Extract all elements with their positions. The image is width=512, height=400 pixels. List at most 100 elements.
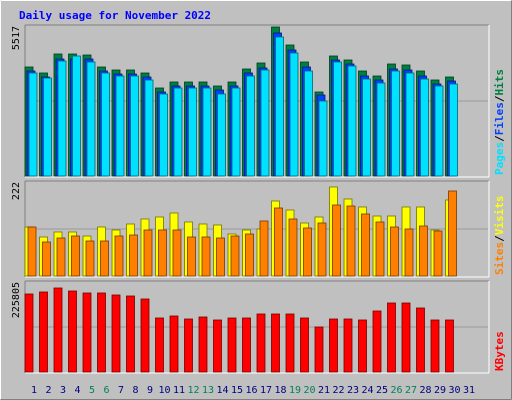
day-label-24: 24 [361,385,373,396]
day-label-23: 23 [347,385,359,396]
day-label-8: 8 [132,385,138,396]
day-label-28: 28 [419,385,431,396]
day-label-7: 7 [118,385,124,396]
bar-sites-day-27 [404,228,414,277]
bar-sites-day-23 [346,205,356,277]
bar-sites-day-6 [100,240,109,277]
day-label-12: 12 [187,385,199,396]
bar-sites-day-5 [85,240,95,277]
bar-kbytes-day-22 [329,318,338,373]
day-label-19: 19 [289,385,301,396]
bar-sites-day-10 [158,229,167,277]
bar-kbytes-day-28 [416,307,425,373]
bar-kbytes-day-15 [227,317,237,373]
legend-separator: / [493,235,506,242]
bar-sites-day-2 [42,241,51,277]
bar-sites-day-21 [317,222,327,277]
bar-sites-day-13 [201,236,211,277]
day-label-27: 27 [405,385,417,396]
bar-pages-day-30 [449,83,458,177]
bar-kbytes-day-11 [169,315,179,373]
bar-kbytes-day-27 [401,302,411,373]
bar-pages-day-17 [260,69,270,177]
legend-pages: Pages [493,142,506,175]
bar-sites-day-9 [143,229,153,277]
day-label-25: 25 [376,385,388,396]
bar-kbytes-day-1 [24,293,34,373]
legend-hits: Hits [493,69,506,96]
day-label-15: 15 [231,385,243,396]
day-label-5: 5 [89,385,95,396]
bar-kbytes-day-26 [387,302,396,373]
bar-sites-day-25 [375,221,385,277]
day-label-17: 17 [260,385,272,396]
bar-kbytes-day-19 [285,313,295,373]
day-label-4: 4 [74,385,80,396]
bar-sites-day-29 [433,230,443,277]
bar-kbytes-day-21 [314,326,324,373]
bar-kbytes-day-14 [213,319,222,373]
bar-sites-day-7 [114,235,124,277]
bar-kbytes-day-7 [111,294,121,373]
day-label-9: 9 [147,385,153,396]
bar-sites-day-15 [230,235,240,277]
panel-top-legend: Pages/Files/Hits [493,69,506,175]
legend-separator: / [493,135,506,142]
bar-pages-day-10 [159,93,168,177]
bar-kbytes-day-3 [53,287,63,373]
bar-sites-day-26 [390,226,399,277]
day-label-14: 14 [216,385,228,396]
bar-sites-day-18 [274,207,283,277]
day-label-10: 10 [158,385,170,396]
panel-bottom-legend: KBytes [493,331,506,371]
bar-sites-day-12 [187,236,196,277]
day-label-21: 21 [318,385,330,396]
bar-pages-day-4 [72,55,81,177]
bar-kbytes-day-29 [430,319,440,373]
bar-pages-day-16 [246,75,255,177]
bar-kbytes-day-23 [343,318,353,373]
day-label-18: 18 [274,385,286,396]
bar-kbytes-day-2 [39,291,48,373]
bar-sites-day-1 [27,226,37,277]
bar-sites-day-19 [288,218,298,277]
bar-sites-day-14 [216,237,225,277]
day-label-2: 2 [45,385,51,396]
bar-kbytes-day-20 [300,317,309,373]
bar-kbytes-day-5 [82,292,92,373]
bar-kbytes-day-24 [358,319,367,373]
bar-pages-day-9 [144,79,154,177]
bar-sites-day-4 [71,235,80,277]
bar-kbytes-day-12 [184,318,193,373]
panel-bottom-max-label: 225805 [11,282,22,318]
day-label-3: 3 [60,385,66,396]
bar-pages-day-15 [231,87,241,177]
bar-pages-day-26 [391,70,400,177]
panel-top-max-label: 5517 [11,26,22,50]
bar-pages-day-12 [188,87,197,177]
bar-pages-day-11 [173,87,183,177]
day-label-1: 1 [31,385,37,396]
bar-sites-day-3 [56,237,66,277]
bar-kbytes-day-9 [140,298,150,373]
chart-title: Daily usage for November 2022 [19,9,211,22]
bar-kbytes-day-25 [372,310,382,373]
bar-kbytes-day-4 [68,290,77,373]
bar-kbytes-day-18 [271,313,280,373]
bar-sites-day-17 [259,220,269,277]
bar-pages-day-8 [130,75,139,177]
panel-middle [24,180,490,278]
bar-pages-day-3 [57,60,67,177]
bar-kbytes-day-17 [256,313,266,373]
legend-visits: Visits [493,196,506,236]
bar-kbytes-day-30 [445,319,454,373]
legend-separator: / [493,95,506,102]
day-label-20: 20 [303,385,315,396]
day-label-31: 31 [463,385,475,396]
legend-sites: Sites [493,242,506,275]
bar-kbytes-day-13 [198,316,208,373]
bar-pages-day-18 [275,36,284,177]
panel-middle-legend: Sites/Visits [493,196,506,276]
